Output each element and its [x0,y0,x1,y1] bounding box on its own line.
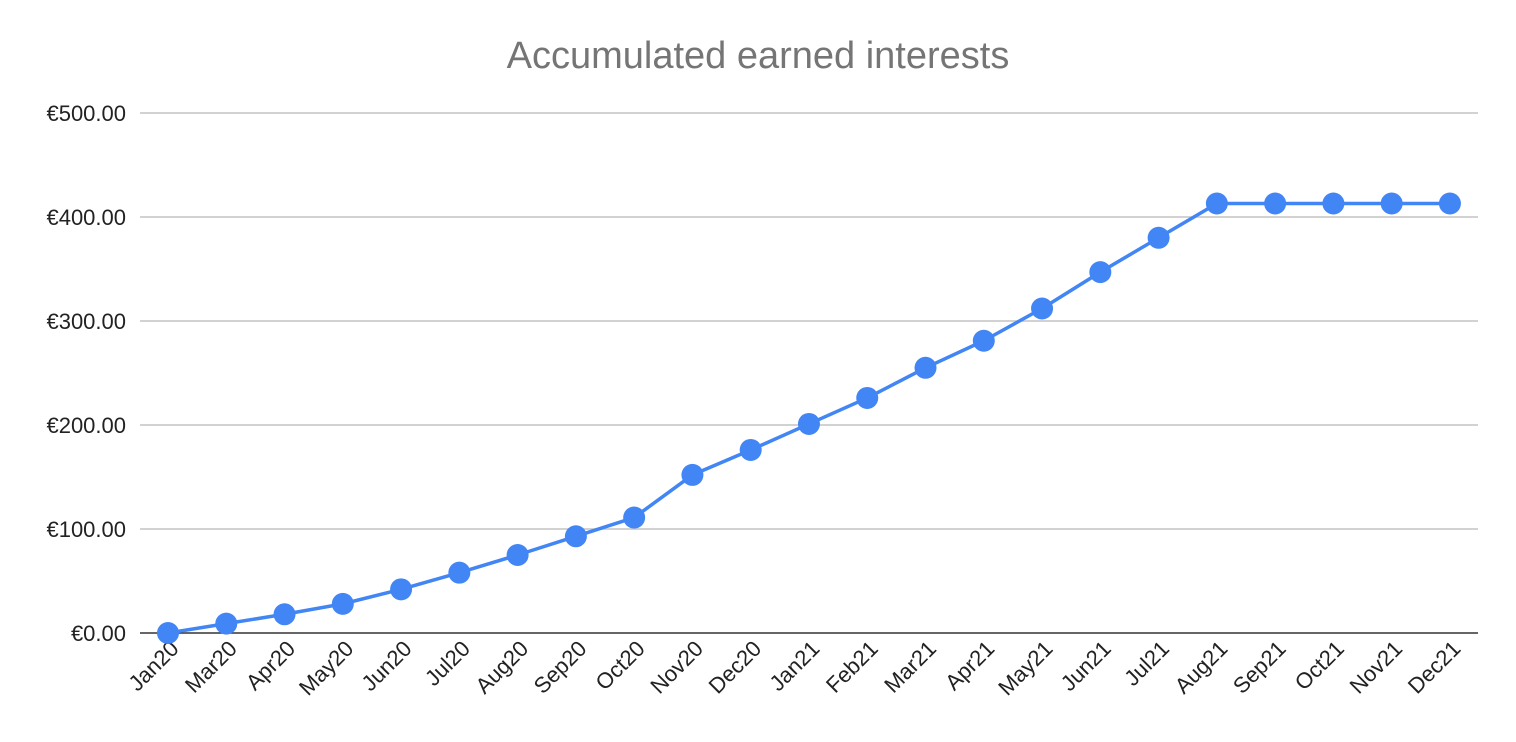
data-point [506,544,529,566]
x-tick-label: Feb21 [821,636,883,698]
x-tick-label: Aug20 [470,636,533,699]
x-tick-label: Jul21 [1119,636,1174,691]
data-point [856,386,879,409]
x-tick-label: Sep20 [529,636,592,699]
x-tick-label: Jun21 [1056,636,1116,696]
x-tick-label: Aug21 [1170,636,1233,699]
data-point [1089,261,1112,284]
y-tick-label: €0.00 [71,621,126,646]
data-point [623,506,646,529]
x-tick-label: May20 [294,636,358,700]
data-point [972,329,995,352]
x-tick-label: May21 [993,636,1057,700]
data-point [215,612,238,635]
x-tick-label: Jan20 [123,636,183,696]
x-tick-label: Sep21 [1228,636,1291,699]
x-tick-label: Jan21 [764,636,824,696]
chart-title: Accumulated earned interests [507,35,1010,77]
data-point [797,412,820,435]
y-tick-label: €400.00 [46,205,126,230]
data-point [157,622,179,644]
data-point [739,438,762,461]
x-tick-label: Oct21 [1290,636,1349,695]
data-point [1380,192,1403,215]
data-point [1322,192,1345,215]
y-axis-tick-labels: €0.00 €100.00 €200.00 €300.00 €400.00 €500.00 [46,101,126,646]
data-point [1147,226,1170,249]
x-tick-label: Apr20 [241,636,300,695]
data-point [1438,192,1461,215]
y-tick-label: €100.00 [46,517,126,542]
data-point [390,578,413,601]
data-point [1205,192,1228,215]
data-point [448,561,471,584]
data-point [331,592,354,615]
y-tick-label: €200.00 [46,413,126,438]
data-point [564,525,587,548]
data-point [681,463,704,486]
x-tick-label: Mar21 [879,636,941,698]
x-tick-label: Mar20 [180,636,242,698]
data-point [273,603,296,626]
gridlines [140,112,1478,634]
data-point [1264,192,1287,215]
y-tick-label: €500.00 [46,101,126,126]
x-tick-label: Oct20 [591,636,650,695]
x-tick-label: Dec20 [704,636,767,699]
series-layer [157,192,1461,644]
x-tick-label: Dec21 [1403,636,1466,699]
y-tick-label: €300.00 [46,309,126,334]
x-tick-label: Jul20 [420,636,475,691]
x-tick-label: Nov21 [1345,636,1408,699]
data-point [914,356,937,379]
x-tick-label: Nov20 [645,636,708,699]
data-point [1031,297,1054,320]
x-tick-label: Jun20 [357,636,417,696]
x-tick-label: Apr21 [940,636,999,695]
